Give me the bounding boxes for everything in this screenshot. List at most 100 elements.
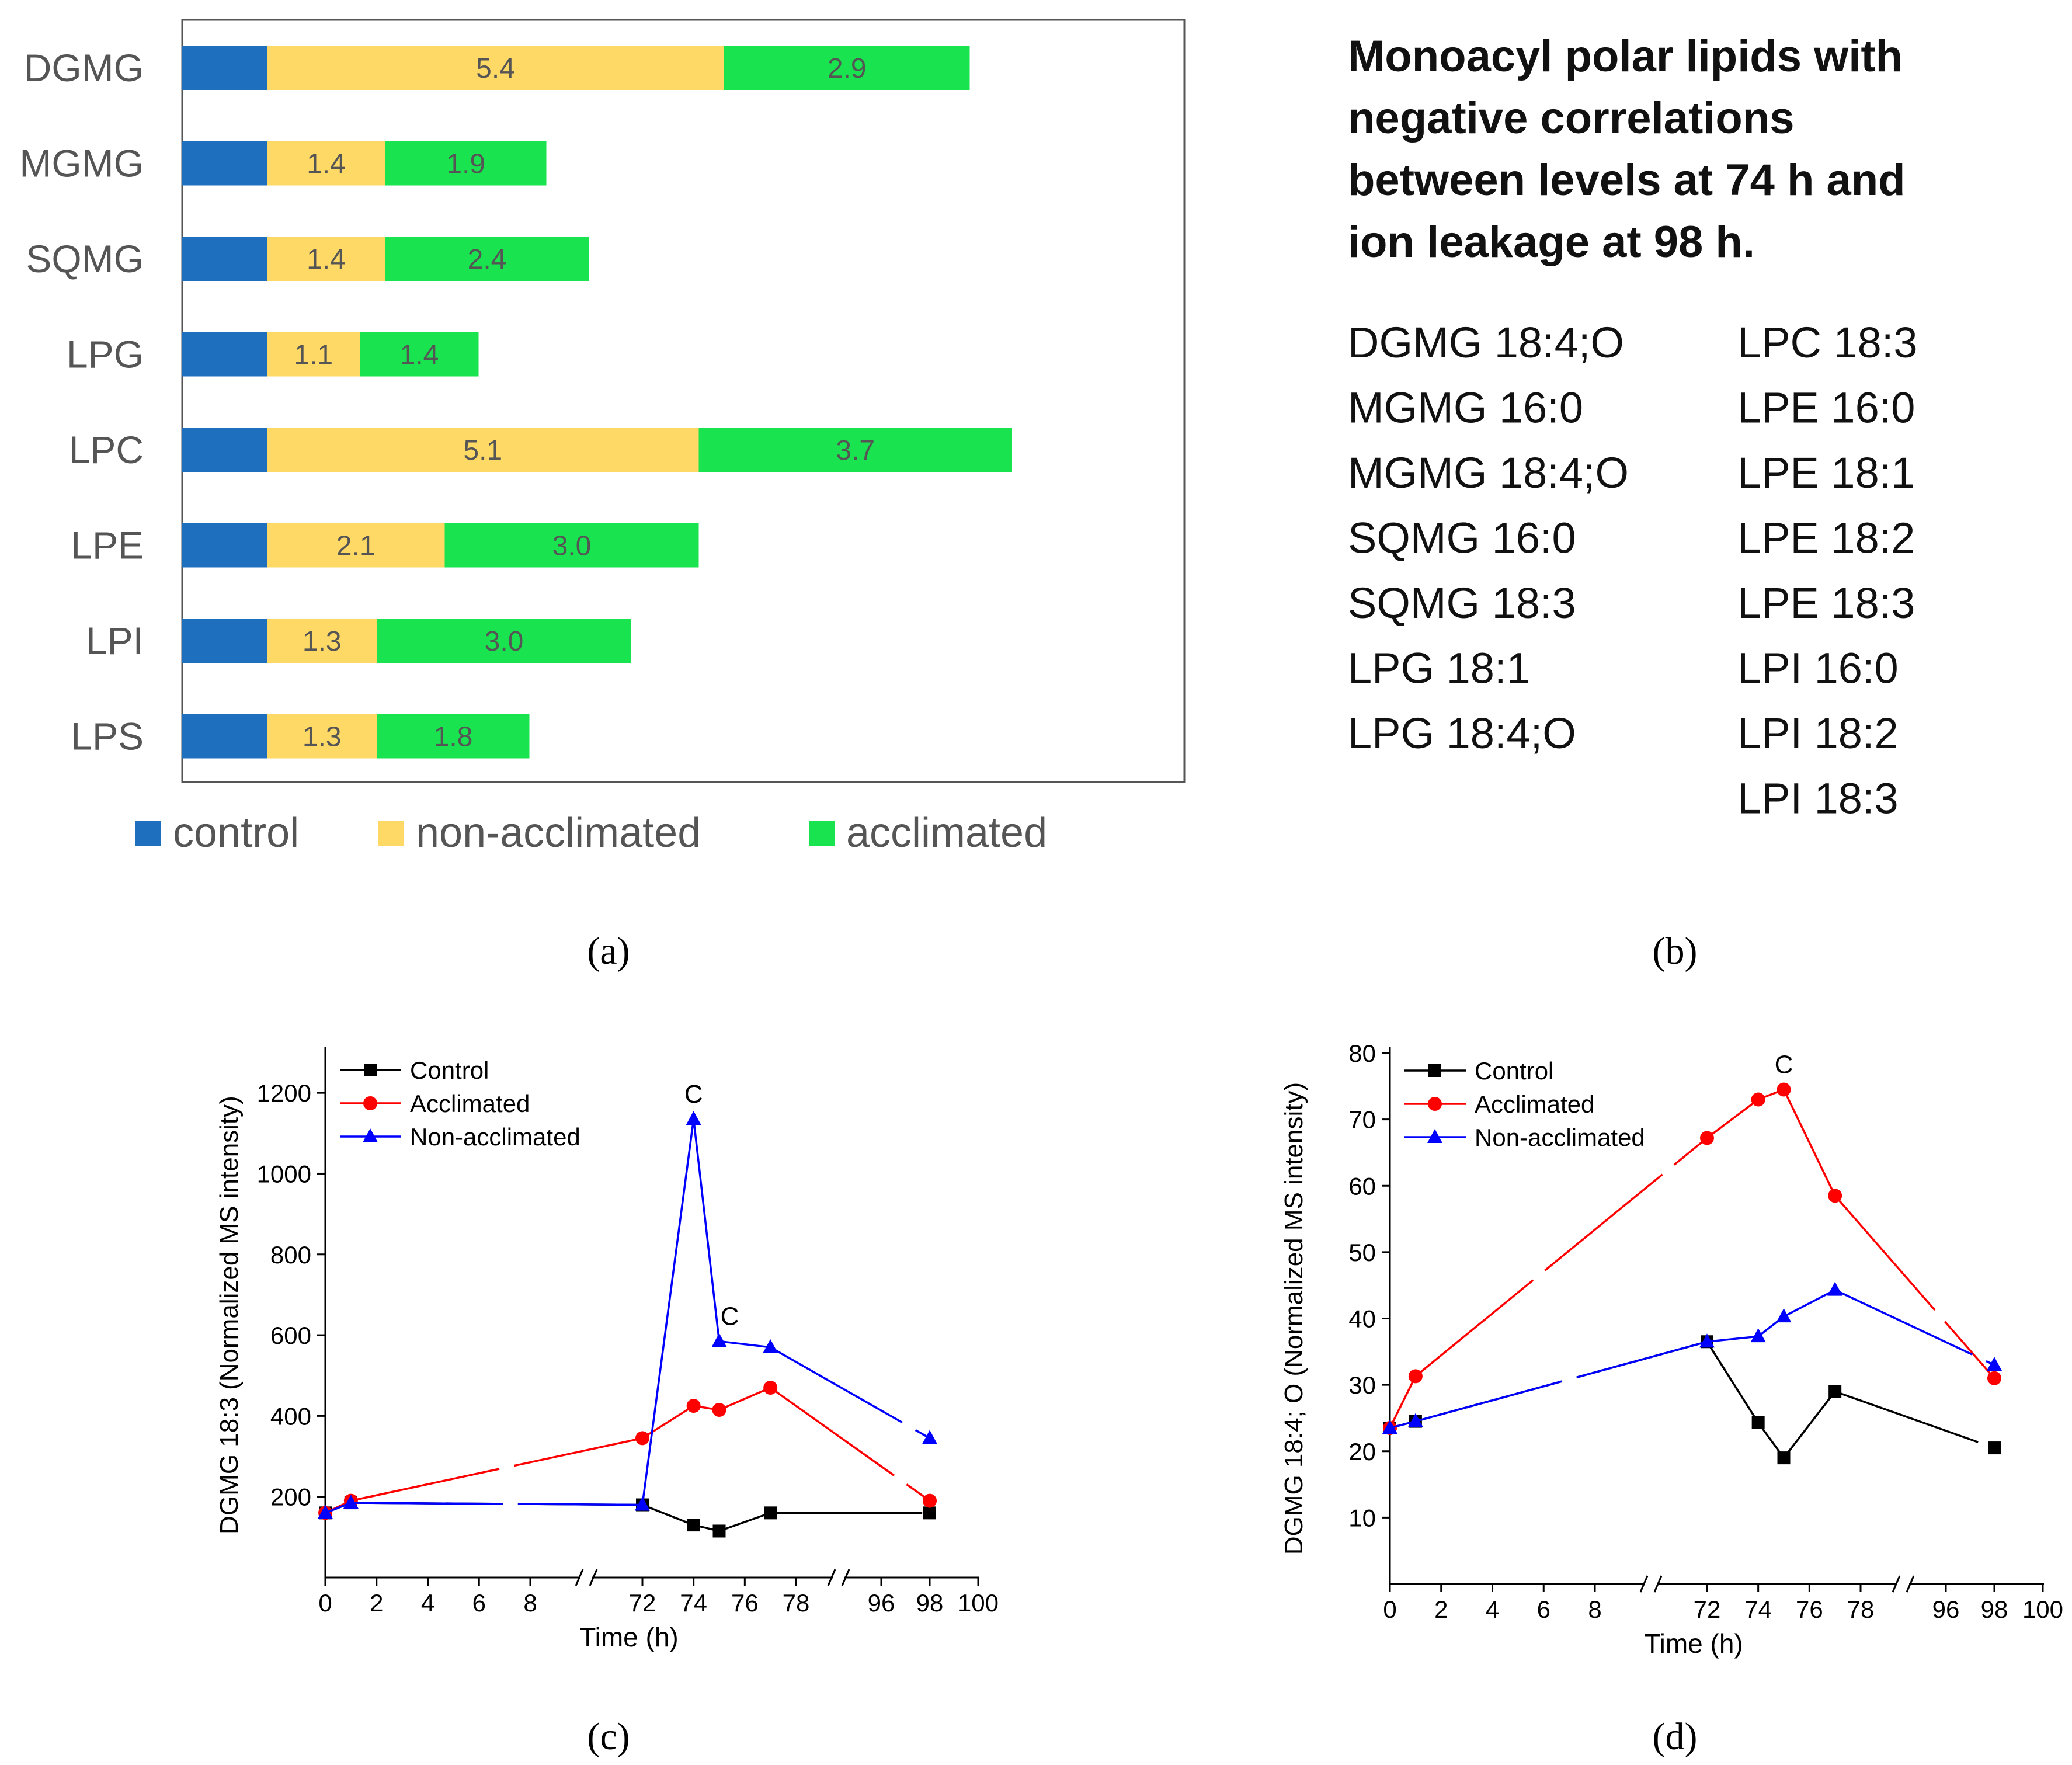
axis-break-mark [1653, 1575, 1663, 1593]
legend-label-control: control [173, 809, 299, 856]
bar-value-label-dgmg-non-acclimated: 5.4 [476, 53, 515, 84]
y-tick-label: 50 [1348, 1239, 1376, 1266]
bar-lpc-acclimated [698, 428, 1012, 472]
x-tick-label: 6 [472, 1589, 486, 1617]
bar-value-label-lpe-non-acclimated: 2.1 [336, 531, 376, 562]
legend-marker [363, 1096, 377, 1110]
data-point-control [1751, 1416, 1765, 1429]
y-tick-label: 600 [270, 1322, 311, 1349]
bar-lpc-control [182, 428, 267, 472]
category-label-lpg: LPG [67, 333, 144, 376]
bar-dgmg-acclimated [724, 46, 970, 90]
y-axis-label: DGMG 18:3 (Normalized MS intensity) [215, 1096, 244, 1534]
series-line-acclimated [350, 1437, 643, 1502]
bar-value-label-mgmg-acclimated: 1.9 [446, 149, 485, 180]
panel-c-caption: (c) [587, 1715, 630, 1758]
bar-lpg-control [182, 332, 267, 377]
series-line-non-acclimated [1783, 1289, 1835, 1318]
y-tick-label: 30 [1348, 1371, 1376, 1399]
y-tick-label: 1200 [257, 1079, 311, 1107]
series-line-control [718, 1512, 771, 1533]
data-point-acclimated [1751, 1092, 1765, 1107]
bar-lpg-non-acclimated [267, 332, 360, 377]
legend-marker [1428, 1097, 1442, 1111]
y-tick-label: 60 [1348, 1172, 1376, 1200]
panel-b-column-2: LPC 18:3 LPE 16:0 LPE 18:1 LPE 18:2 LPE 18:3… [1737, 318, 1918, 823]
data-point-control [1777, 1451, 1791, 1465]
data-point-non-acclimated [1382, 1419, 1397, 1434]
legend-swatch-non-acclimated [378, 821, 404, 846]
x-axis-label: Time (h) [579, 1622, 679, 1652]
panel-b-title-line-2: negative correlations [1348, 93, 1795, 143]
y-tick-label: 200 [270, 1483, 311, 1511]
axis-break-mark [1892, 1575, 1901, 1593]
x-tick-label: 100 [958, 1589, 999, 1617]
axis-break-gap [1645, 1576, 1657, 1592]
legend-marker [363, 1128, 378, 1142]
legend-marker [1427, 1129, 1442, 1143]
bar-sqmg-non-acclimated [267, 237, 385, 281]
lipid-item: SQMG 18:3 [1348, 579, 1576, 627]
data-point-non-acclimated [711, 1333, 727, 1347]
x-tick-label: 100 [2022, 1596, 2063, 1623]
series-line-acclimated [1834, 1195, 1995, 1379]
bar-value-label-sqmg-acclimated: 2.4 [468, 244, 507, 275]
category-label-lpe: LPE [71, 524, 144, 567]
series-line-non-acclimated [1834, 1289, 1995, 1366]
legend-swatch-acclimated [809, 821, 835, 846]
legend-label-acclimated: acclimated [846, 809, 1047, 856]
x-tick-label: 78 [1847, 1596, 1875, 1623]
bar-lpi-control [182, 619, 267, 663]
bar-lps-control [182, 714, 267, 759]
bar-lpi-acclimated [377, 619, 631, 663]
x-tick-label: 6 [1537, 1596, 1550, 1623]
series-line-non-acclimated [350, 1502, 643, 1506]
x-tick-label: 2 [1434, 1596, 1448, 1623]
panel-a-legend: control non-acclimated acclimated [135, 809, 1047, 856]
category-label-lpc: LPC [69, 428, 144, 471]
data-point-non-acclimated [763, 1339, 778, 1353]
bar-value-label-lpi-acclimated: 3.0 [485, 626, 524, 657]
bar-lpe-non-acclimated [267, 523, 445, 568]
data-point-non-acclimated [686, 1111, 701, 1125]
data-point-control [764, 1506, 777, 1520]
lipid-item: LPG 18:4;O [1348, 709, 1576, 758]
bar-dgmg-control [182, 46, 267, 90]
series-line-non-acclimated [692, 1118, 721, 1342]
axis-break-gap [833, 1569, 844, 1586]
bar-lpe-acclimated [444, 523, 699, 568]
panel-b-title: Monoacyl polar lipids with negative corre… [1348, 32, 1906, 267]
category-label-dgmg: DGMG [24, 46, 144, 89]
category-label-lps: LPS [71, 715, 144, 758]
axis-break-mark [841, 1569, 850, 1586]
legend-label-acclimated: Acclimated [1475, 1090, 1594, 1118]
bar-lps-non-acclimated [267, 714, 377, 759]
y-tick-label: 10 [1348, 1504, 1376, 1531]
lipid-item: LPI 18:2 [1737, 709, 1899, 758]
bar-value-label-lpi-non-acclimated: 1.3 [303, 626, 342, 657]
lipid-item: LPG 18:1 [1348, 644, 1531, 693]
data-point-control [712, 1524, 726, 1538]
bar-value-label-lps-acclimated: 1.8 [434, 722, 473, 753]
annotation-label: C [1775, 1050, 1793, 1079]
panel-a-bar-chart: DGMG 5.4 2.9 MGMG 1.4 1.9 SQMG 1.4 2.4 LPG 1.1 1.4 L… [19, 19, 1186, 856]
data-point-acclimated [1828, 1189, 1842, 1203]
bar-value-label-dgmg-acclimated: 2.9 [828, 53, 867, 84]
series-line-control [1834, 1390, 1995, 1449]
panel-d-caption: (d) [1653, 1715, 1698, 1758]
data-point-acclimated [763, 1380, 778, 1395]
panel-b-column-1: DGMG 18:4;O MGMG 16:0 MGMG 18:4;O SQMG 16:0… [1348, 318, 1629, 758]
bar-lpe-control [182, 523, 267, 568]
category-label-mgmg: MGMG [19, 142, 144, 185]
lipid-item: LPI 18:3 [1737, 774, 1899, 823]
bar-value-label-lpg-non-acclimated: 1.1 [294, 340, 333, 371]
series-line-acclimated [718, 1387, 771, 1411]
x-tick-label: 2 [370, 1589, 383, 1617]
y-axis-label: DGMG 18:4; O (Normalized MS intensity) [1280, 1082, 1308, 1555]
series-line-control [1783, 1391, 1836, 1459]
bar-sqmg-control [182, 237, 267, 281]
data-point-acclimated [635, 1431, 649, 1446]
data-point-acclimated [923, 1493, 937, 1508]
data-point-non-acclimated [343, 1495, 359, 1509]
axis-break-gap [1897, 1576, 1909, 1592]
